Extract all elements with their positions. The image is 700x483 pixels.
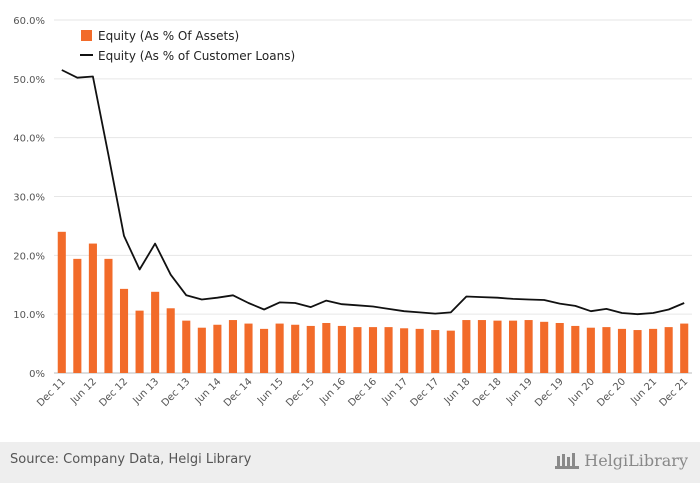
bar	[275, 323, 284, 373]
x-tick-label: Dec 17	[409, 376, 442, 409]
bar	[119, 288, 129, 373]
legend: Equity (As % Of Assets) Equity (As % of …	[80, 29, 295, 63]
legend-swatch-bar	[81, 30, 92, 41]
y-tick-label: 20.0%	[13, 251, 45, 262]
bar	[477, 320, 486, 373]
bar	[462, 320, 471, 373]
bar	[493, 320, 502, 373]
x-tick-label: Dec 16	[346, 376, 379, 409]
x-tick-label: Jun 13	[130, 376, 161, 407]
bar	[446, 330, 455, 373]
bar	[260, 328, 269, 373]
bar	[73, 258, 82, 373]
bar	[649, 328, 658, 373]
y-tick-label: 10.0%	[13, 310, 45, 321]
bar	[680, 323, 689, 373]
bar	[540, 321, 549, 373]
bar	[244, 323, 253, 373]
y-tick-label: 0%	[29, 369, 45, 380]
footer: Source: Company Data, Helgi Library Helg…	[0, 442, 700, 483]
x-tick-label: Jun 19	[504, 376, 535, 407]
x-tick-label: Dec 13	[160, 376, 193, 409]
bar	[633, 330, 642, 373]
bar	[182, 320, 191, 373]
bar	[368, 327, 378, 373]
line-series	[61, 69, 685, 316]
series-line	[61, 69, 685, 316]
brand-name: HelgiLibrary	[584, 450, 688, 470]
bar-series	[57, 231, 689, 373]
x-tick-label: Dec 20	[595, 376, 628, 409]
bar	[617, 328, 627, 373]
bar	[57, 231, 66, 373]
bar	[524, 320, 533, 373]
x-tick-label: Dec 12	[97, 376, 130, 409]
bar	[664, 327, 673, 373]
bar	[337, 325, 346, 373]
chart: 0%10.0%20.0%30.0%40.0%50.0%60.0% Dec 11 J…	[13, 16, 692, 409]
x-tick-label: Jun 18	[442, 376, 473, 407]
bar	[586, 327, 595, 373]
x-tick-label: Jun 21	[628, 376, 659, 407]
bar	[322, 322, 331, 373]
bar	[213, 324, 222, 373]
x-tick-label: Jun 17	[379, 376, 410, 407]
brand-logo: HelgiLibrary	[554, 450, 688, 470]
bar	[571, 325, 580, 373]
bar	[509, 320, 518, 373]
bar	[166, 308, 175, 373]
bar	[151, 291, 160, 373]
bar	[415, 328, 424, 373]
x-tick-label: Jun 15	[255, 376, 286, 407]
y-tick-label: 60.0%	[13, 16, 45, 27]
y-tick-label: 30.0%	[13, 193, 45, 204]
x-tick-label: Dec 11	[35, 376, 68, 409]
x-tick-label: Dec 14	[222, 376, 255, 409]
y-tick-label: 40.0%	[13, 134, 45, 145]
bar	[602, 327, 611, 373]
bar	[228, 320, 237, 373]
bar	[88, 243, 97, 373]
x-tick-label: Jun 20	[566, 376, 597, 407]
bar	[104, 258, 113, 373]
bar	[353, 327, 362, 373]
bar	[306, 325, 315, 373]
grid-lines	[54, 19, 692, 374]
legend-label-line: Equity (As % of Customer Loans)	[98, 49, 295, 63]
x-tick-label: Jun 14	[193, 376, 224, 407]
bar	[384, 327, 393, 373]
library-icon	[555, 453, 580, 469]
bar	[135, 310, 144, 373]
x-tick-label: Dec 19	[533, 376, 566, 409]
x-tick-label: Dec 15	[284, 376, 317, 409]
bar	[197, 327, 206, 373]
x-tick-label: Dec 21	[658, 376, 691, 409]
y-tick-label: 50.0%	[13, 75, 45, 86]
bar	[291, 324, 300, 373]
y-axis-ticks: 0% 10.0% 20.0% 30.0% 40.0% 50.0% 60.0%	[13, 16, 45, 380]
bar	[431, 330, 440, 373]
x-tick-label: Jun 12	[68, 376, 99, 407]
legend-label-bar: Equity (As % Of Assets)	[98, 29, 239, 43]
source-text: Source: Company Data, Helgi Library	[10, 452, 252, 467]
x-tick-label: Dec 18	[471, 376, 504, 409]
bar	[555, 322, 564, 373]
bar	[400, 328, 409, 373]
x-tick-label: Jun 16	[317, 376, 348, 407]
